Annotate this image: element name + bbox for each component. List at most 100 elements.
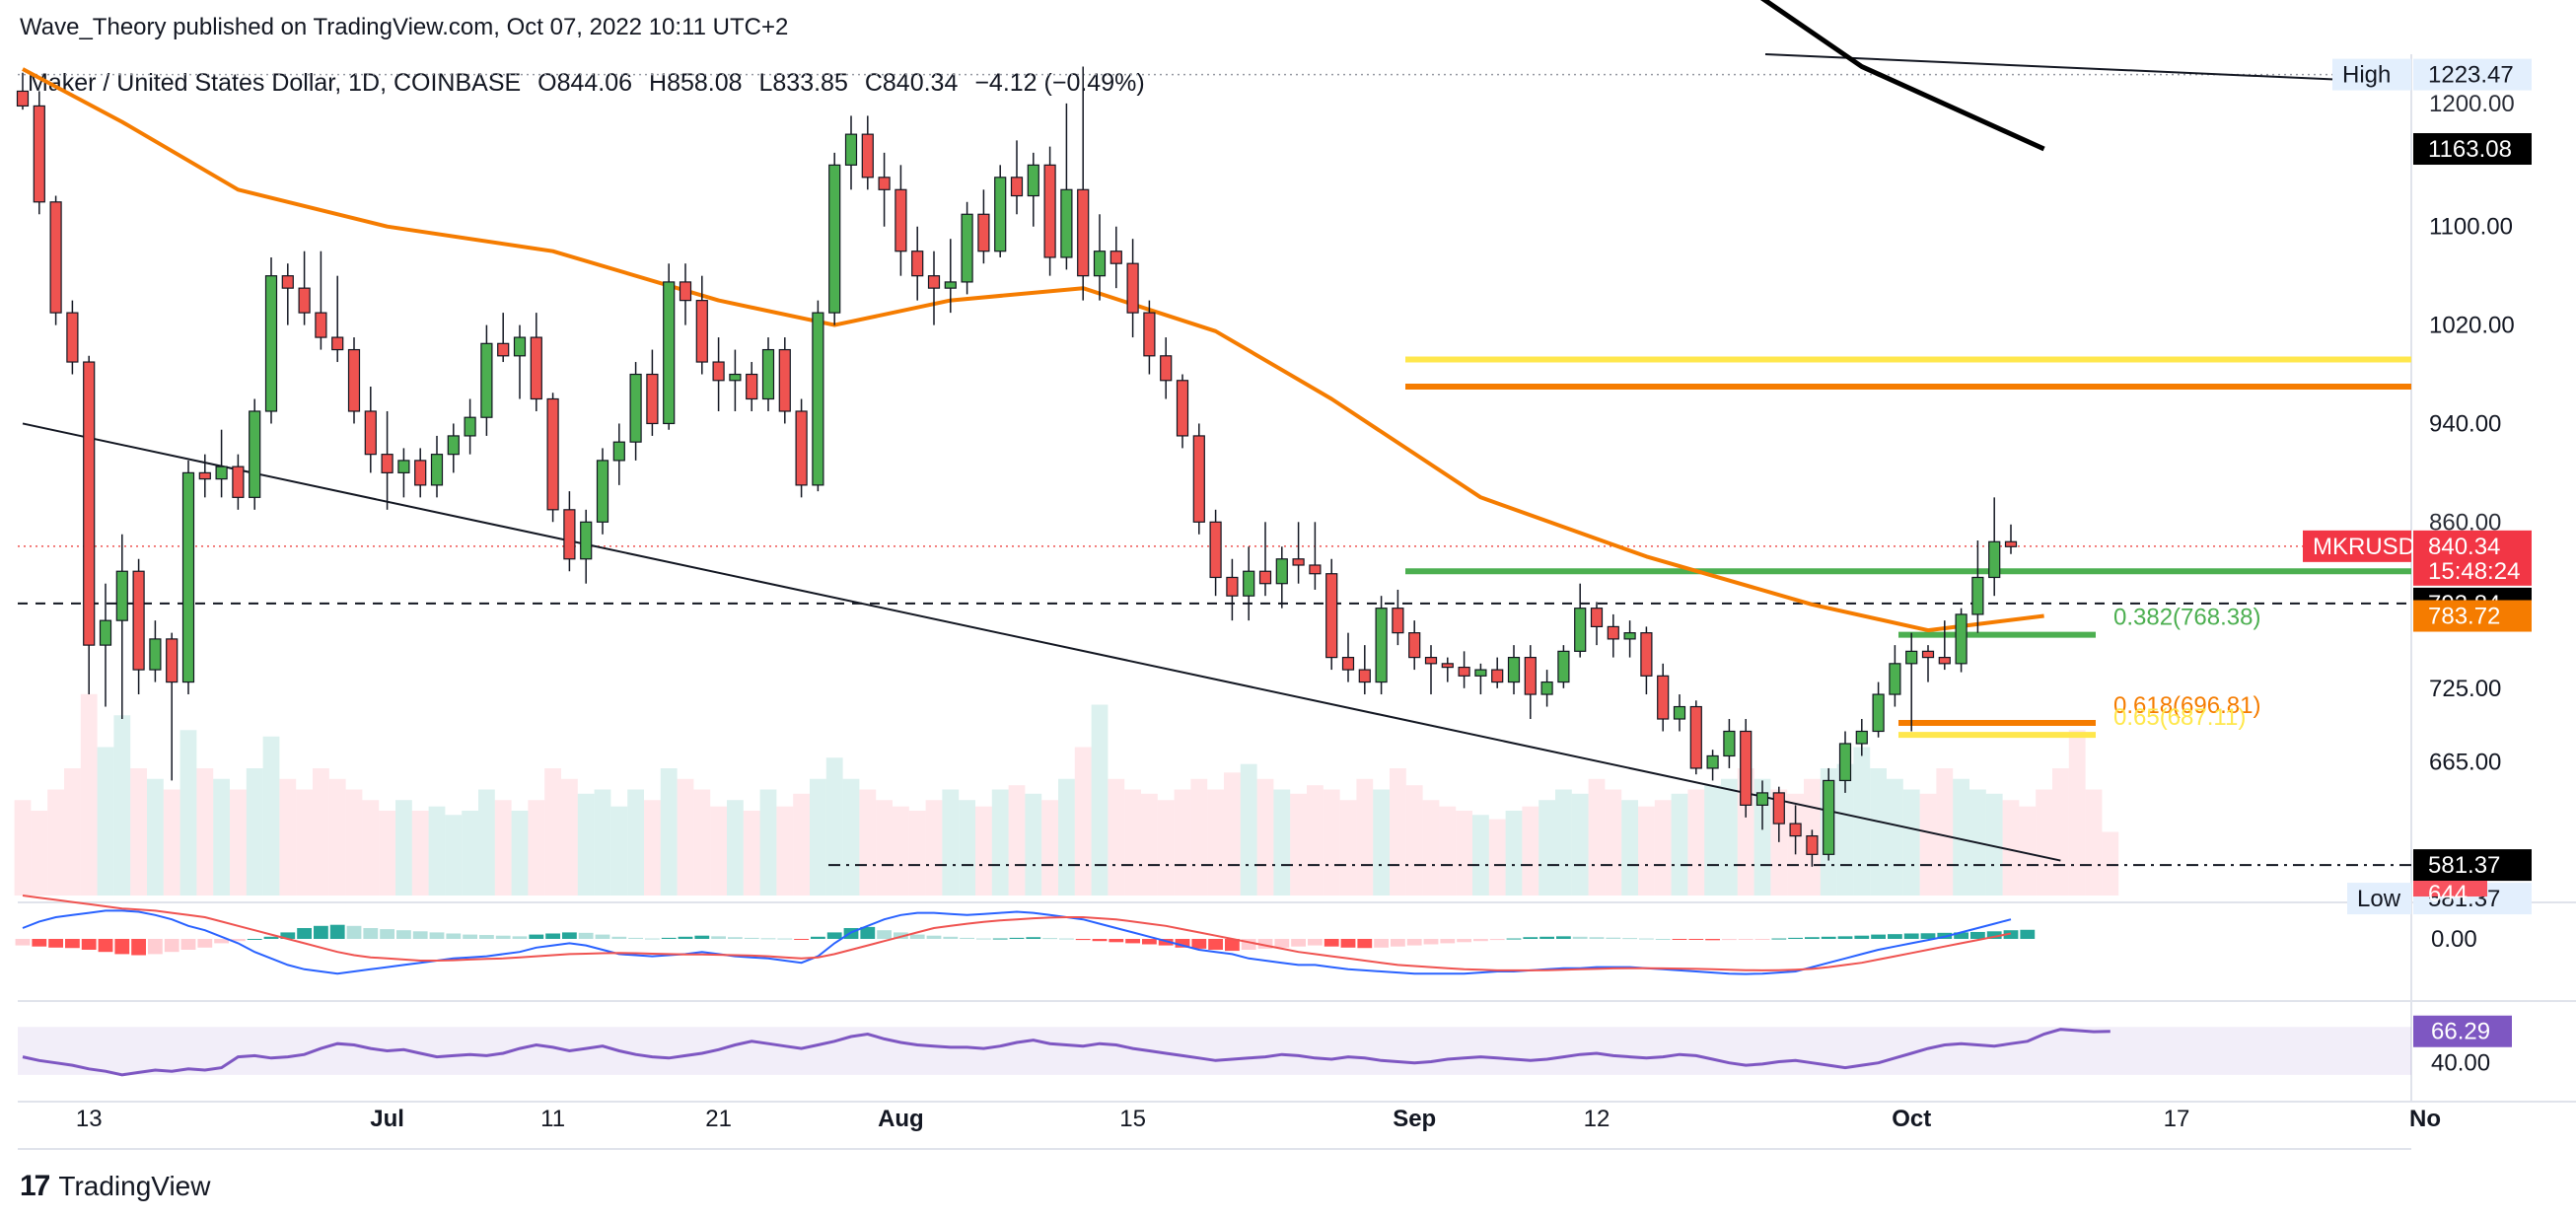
candle-body <box>1740 730 1753 806</box>
macd-histogram-bar <box>728 937 743 939</box>
low-value: L833.85 <box>758 69 848 97</box>
candle-body <box>1955 613 1968 665</box>
volume-bar <box>1671 793 1688 896</box>
macd-histogram-bar <box>794 939 809 940</box>
candle-body <box>580 521 593 560</box>
candle-body <box>1243 570 1255 597</box>
macd-histogram-bar <box>926 935 942 939</box>
candle-body <box>1507 657 1521 683</box>
macd-histogram-bar <box>744 937 759 939</box>
price-tag-label-bg <box>2303 530 2411 562</box>
candle <box>33 91 45 215</box>
candle-body <box>695 300 708 363</box>
candle-body <box>364 410 377 456</box>
candle-body <box>16 90 30 108</box>
candle-body <box>1524 657 1537 695</box>
volume-bar <box>810 778 826 896</box>
macd-histogram-bar <box>380 929 394 939</box>
volume-bar <box>1605 789 1622 896</box>
macd-histogram-bar <box>894 932 908 939</box>
candle-body <box>232 466 245 498</box>
volume-bar <box>494 800 512 896</box>
volume-bar <box>842 778 860 896</box>
close-value: C840.34 <box>864 69 959 97</box>
volume-bar <box>1704 785 1721 896</box>
candle-body <box>430 454 444 486</box>
volume-bar <box>1654 800 1672 896</box>
candle-body <box>729 373 742 382</box>
candle <box>1938 620 1951 671</box>
macd-histogram-bar <box>611 936 627 939</box>
candle-body <box>264 275 278 412</box>
candle <box>1889 645 1901 707</box>
volume-bar <box>1472 815 1489 896</box>
candle <box>1226 558 1239 621</box>
candle <box>1657 663 1670 732</box>
x-tick-label: No <box>2409 1106 2441 1132</box>
macd-histogram-bar <box>463 934 477 939</box>
volume-bar <box>1339 800 1357 896</box>
macd-histogram-bar <box>231 939 246 942</box>
candle-body <box>132 570 145 671</box>
macd-histogram-bar <box>992 938 1008 940</box>
candle-body <box>513 336 527 357</box>
candle-body <box>1126 262 1139 314</box>
candle-body <box>679 281 692 302</box>
volume-bar <box>743 811 760 896</box>
macd-histogram-bar <box>1175 939 1190 948</box>
candle-body <box>563 509 576 560</box>
macd-signal-line <box>22 895 2012 971</box>
candle <box>99 583 112 707</box>
candle-body <box>181 471 195 683</box>
candle <box>1258 522 1272 597</box>
volume-bar <box>2019 806 2037 896</box>
candle-body <box>1375 608 1388 683</box>
candle <box>1590 602 1604 646</box>
candle <box>546 393 559 523</box>
macd-histogram-bar <box>429 932 445 939</box>
candle <box>1458 651 1470 688</box>
candle <box>812 300 824 492</box>
candle-body <box>281 275 294 289</box>
candle <box>1093 214 1107 301</box>
volume-bar <box>379 811 395 896</box>
candle-body <box>66 312 79 363</box>
candle <box>1921 645 1935 682</box>
candle <box>844 115 858 190</box>
candle <box>281 263 294 325</box>
volume-bar <box>428 806 446 896</box>
volume-bar <box>793 793 810 896</box>
candle-body <box>1557 650 1570 683</box>
open-value: O844.06 <box>537 69 633 97</box>
candle <box>381 410 394 510</box>
candle-body <box>994 177 1007 252</box>
candle <box>1243 546 1255 621</box>
macd-histogram-bar <box>1324 939 1339 947</box>
candle-body <box>1905 650 1918 665</box>
tradingview-brand[interactable]: 17 TradingView <box>20 1170 210 1203</box>
candle <box>911 226 924 301</box>
volume-bar <box>759 789 777 896</box>
candle <box>1988 497 2001 597</box>
macd-histogram-bar <box>1357 939 1373 949</box>
volume-bar <box>710 806 727 896</box>
candle-body <box>166 638 179 683</box>
volume-bar <box>1240 763 1257 896</box>
macd-histogram-bar <box>1473 939 1488 942</box>
price-tag-value: 783.72 <box>2428 604 2500 630</box>
candle-body <box>1176 380 1189 437</box>
candle-body <box>1226 576 1239 597</box>
candle <box>1905 632 1918 732</box>
macd-histogram-bar <box>314 925 328 939</box>
price-tag-label: High <box>2342 62 2391 89</box>
candle <box>1872 681 1885 738</box>
macd-histogram-bar <box>1606 937 1621 939</box>
volume-bar <box>147 778 164 896</box>
candle <box>132 558 145 695</box>
y-tick-label: 1100.00 <box>2429 214 2513 241</box>
macd-histogram-bar <box>346 925 362 939</box>
macd-histogram-bar <box>297 928 312 939</box>
candle <box>1706 750 1719 781</box>
macd-histogram-bar <box>1986 931 2002 939</box>
